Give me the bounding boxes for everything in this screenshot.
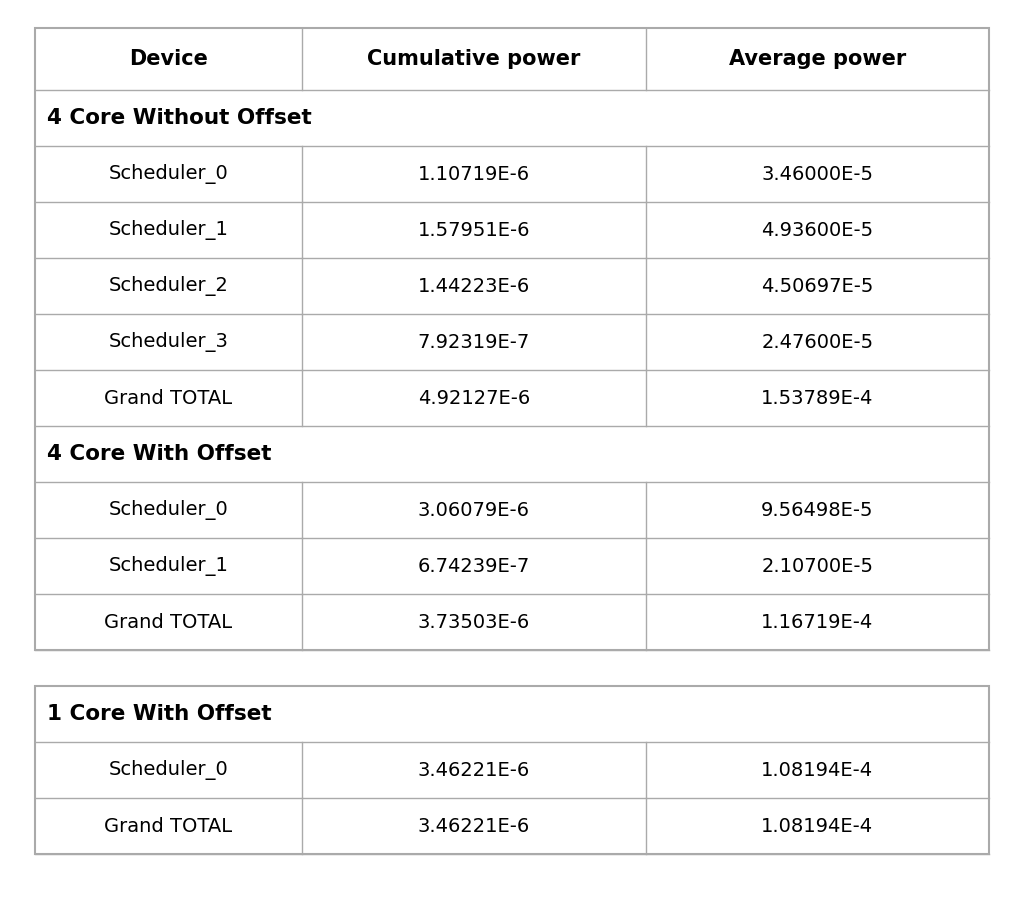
Text: 1.57951E-6: 1.57951E-6	[418, 220, 530, 239]
Text: 3.46221E-6: 3.46221E-6	[418, 816, 530, 835]
Text: Device: Device	[129, 49, 208, 69]
Text: Scheduler_0: Scheduler_0	[109, 164, 228, 184]
Text: 4.93600E-5: 4.93600E-5	[761, 220, 873, 239]
Text: 4 Core With Offset: 4 Core With Offset	[47, 444, 271, 464]
Text: 2.47600E-5: 2.47600E-5	[761, 333, 873, 352]
Text: Scheduler_1: Scheduler_1	[109, 220, 228, 240]
Text: 1.16719E-4: 1.16719E-4	[761, 612, 873, 631]
Text: 1.44223E-6: 1.44223E-6	[418, 277, 530, 296]
Text: 7.92319E-7: 7.92319E-7	[418, 333, 530, 352]
Text: 4.50697E-5: 4.50697E-5	[761, 277, 873, 296]
Text: Cumulative power: Cumulative power	[368, 49, 581, 69]
Text: 1 Core With Offset: 1 Core With Offset	[47, 704, 271, 724]
Text: 4.92127E-6: 4.92127E-6	[418, 388, 530, 407]
Text: Average power: Average power	[729, 49, 906, 69]
Text: 3.46221E-6: 3.46221E-6	[418, 760, 530, 779]
Text: 3.46000E-5: 3.46000E-5	[761, 164, 873, 183]
Bar	[35, 28, 989, 650]
Text: Scheduler_3: Scheduler_3	[109, 332, 228, 352]
Text: 1.08194E-4: 1.08194E-4	[761, 816, 873, 835]
Text: Grand TOTAL: Grand TOTAL	[104, 612, 232, 631]
Text: Scheduler_0: Scheduler_0	[109, 500, 228, 520]
Text: 1.10719E-6: 1.10719E-6	[418, 164, 529, 183]
Text: 1.08194E-4: 1.08194E-4	[761, 760, 873, 779]
Text: Scheduler_1: Scheduler_1	[109, 556, 228, 576]
Text: Scheduler_0: Scheduler_0	[109, 760, 228, 780]
Text: 6.74239E-7: 6.74239E-7	[418, 557, 530, 576]
Text: 2.10700E-5: 2.10700E-5	[761, 557, 873, 576]
Bar	[35, 686, 989, 854]
Text: 9.56498E-5: 9.56498E-5	[761, 501, 873, 520]
Text: 3.73503E-6: 3.73503E-6	[418, 612, 530, 631]
Text: Grand TOTAL: Grand TOTAL	[104, 388, 232, 407]
Text: Scheduler_2: Scheduler_2	[109, 276, 228, 296]
Text: 1.53789E-4: 1.53789E-4	[761, 388, 873, 407]
Text: 4 Core Without Offset: 4 Core Without Offset	[47, 108, 311, 128]
Text: Grand TOTAL: Grand TOTAL	[104, 816, 232, 835]
Text: 3.06079E-6: 3.06079E-6	[418, 501, 529, 520]
